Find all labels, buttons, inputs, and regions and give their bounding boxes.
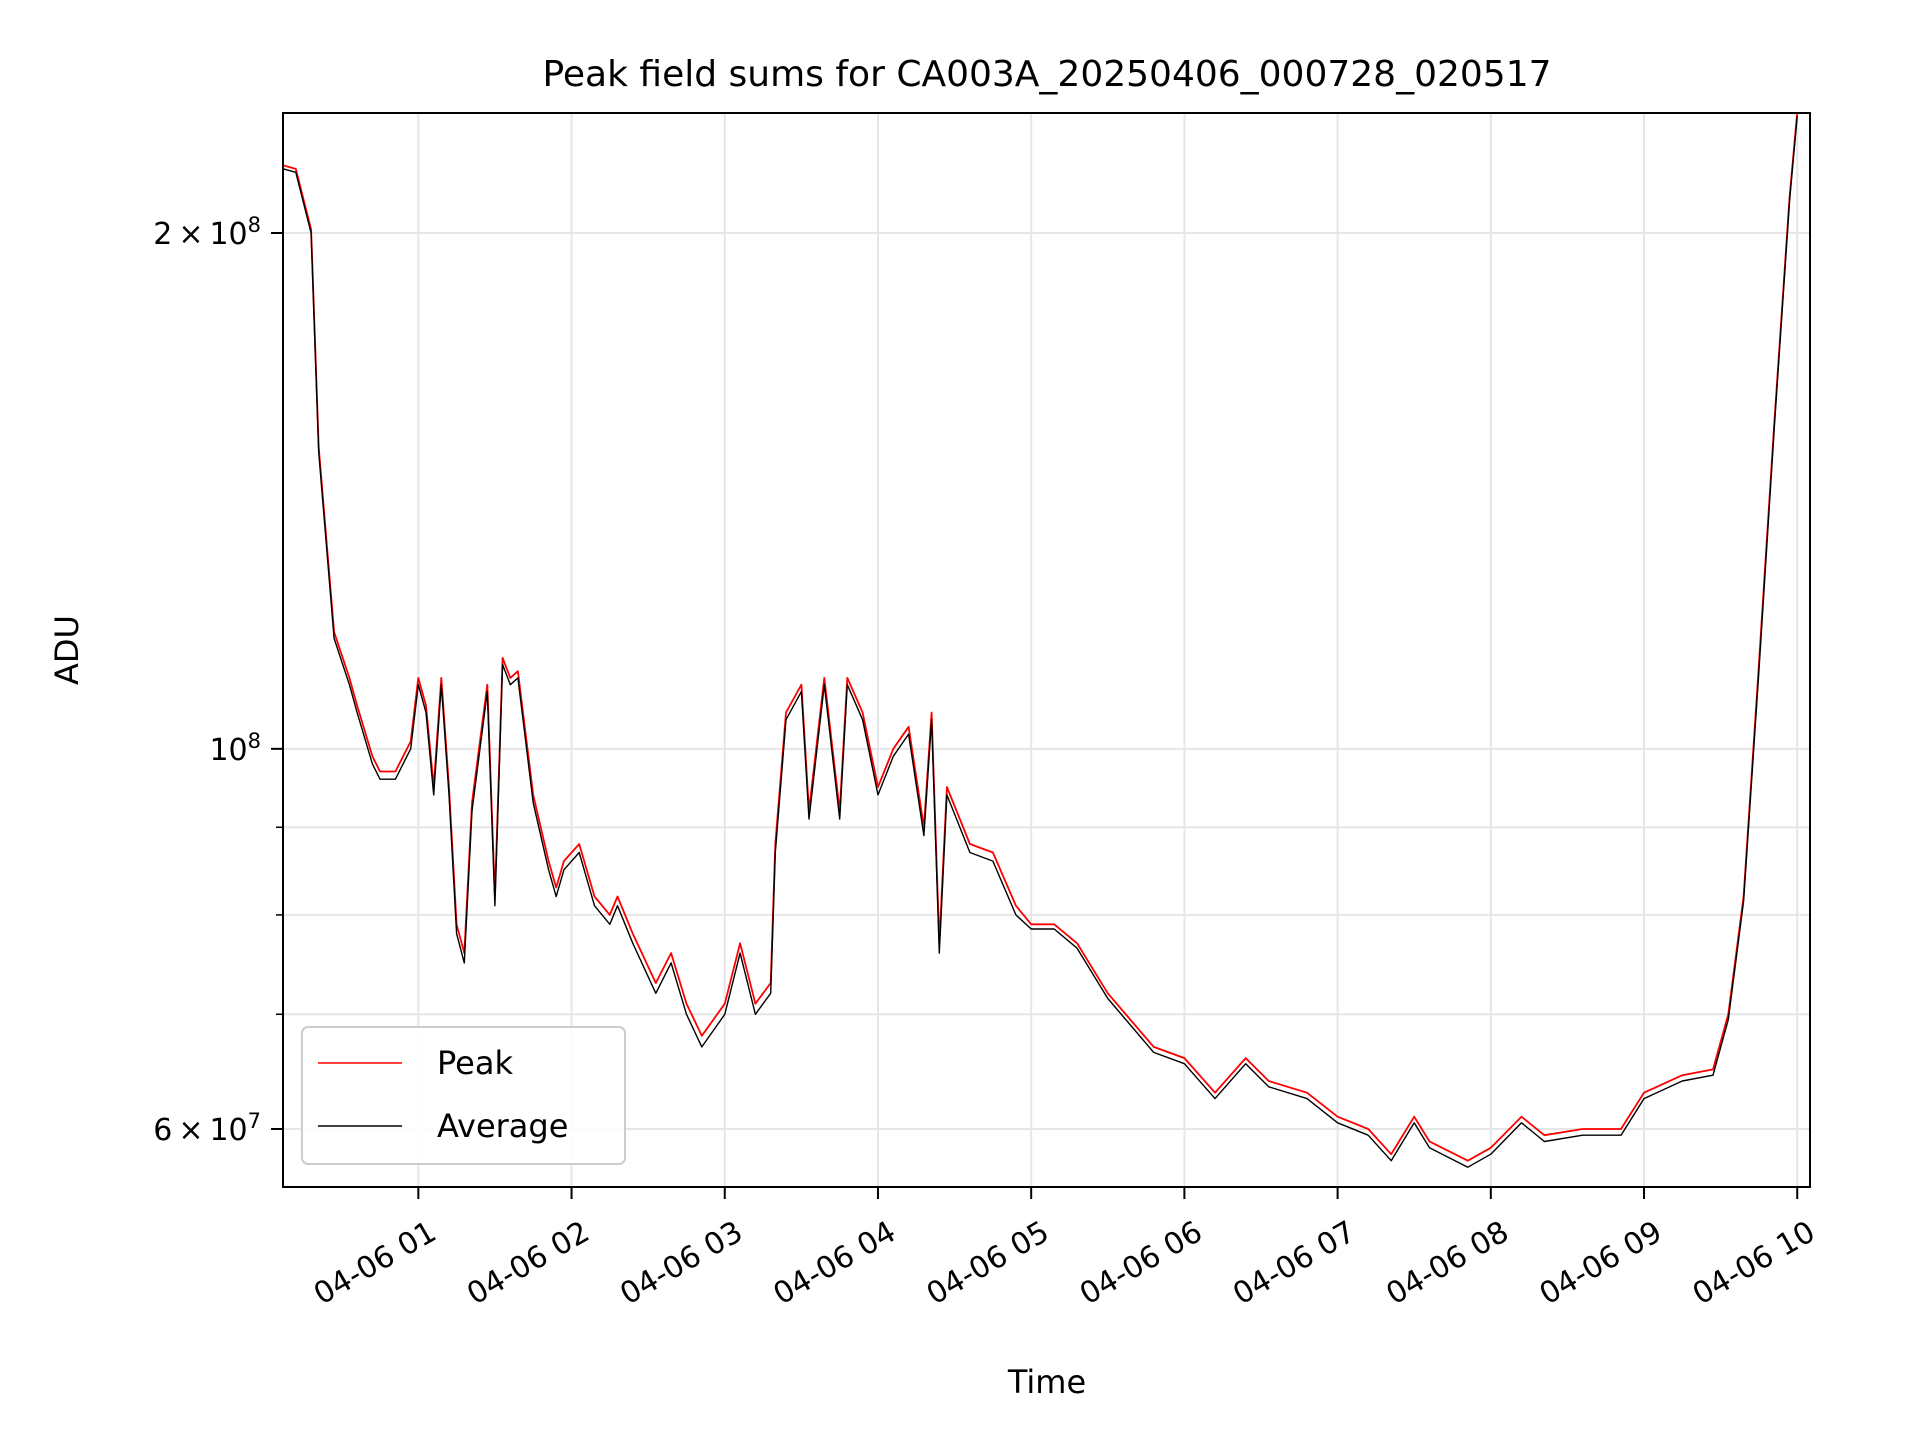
y-tick-label: 2 × 108 [153, 213, 261, 252]
y-axis-label: ADU [48, 615, 86, 685]
grid-layer [283, 113, 1810, 1187]
x-axis-label: Time [1007, 1363, 1086, 1401]
y-tick-label: 6 × 107 [153, 1109, 261, 1148]
series-line-average [283, 116, 1798, 1168]
chart-title: Peak field sums for CA003A_20250406_0007… [542, 54, 1551, 95]
legend-box [301, 1026, 626, 1165]
series-layer [283, 113, 1799, 1168]
y-tick-label: 108 [209, 729, 261, 768]
legend-label-average: Average [437, 1107, 568, 1145]
legend-label-peak: Peak [437, 1044, 513, 1082]
plot-frame [282, 112, 1811, 1188]
legend: Peak Average [301, 1026, 626, 1165]
